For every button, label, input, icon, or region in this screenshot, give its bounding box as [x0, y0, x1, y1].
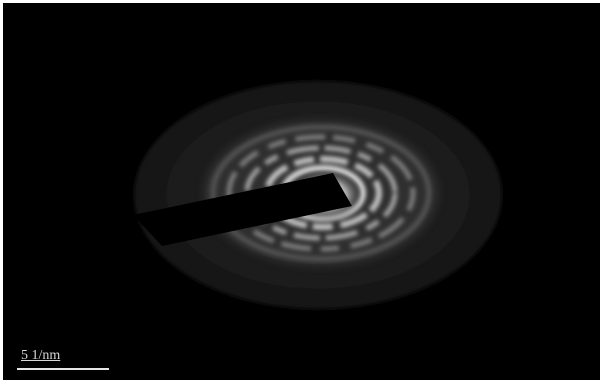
ring-3	[244, 145, 398, 241]
diffraction-pattern-image: 5 1/nm	[3, 3, 600, 380]
ring-4	[226, 134, 416, 252]
diffraction-pattern-svg	[133, 81, 502, 309]
scale-bar-line	[17, 368, 109, 370]
scale-bar-label: 5 1/nm	[21, 348, 61, 363]
scale-bar: 5 1/nm	[17, 348, 112, 372]
beam-stopper	[133, 173, 352, 246]
ring-outer	[210, 124, 432, 262]
